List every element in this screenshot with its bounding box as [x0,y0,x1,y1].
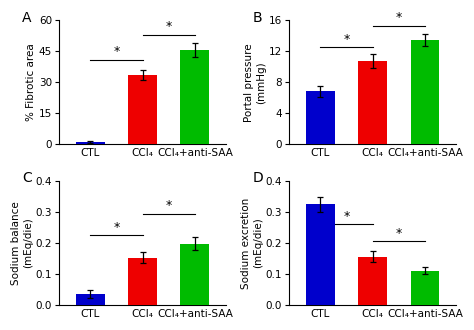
Bar [358,61,387,144]
Text: *: * [343,210,350,223]
Text: A: A [22,11,32,24]
Text: *: * [396,227,402,240]
Bar [181,244,209,305]
Text: *: * [165,20,172,33]
Bar [181,50,209,144]
Bar [410,40,439,144]
Bar [358,257,387,305]
Text: C: C [22,171,32,185]
Text: *: * [165,199,172,212]
Bar [306,91,335,144]
Y-axis label: % Fibrotic area: % Fibrotic area [26,43,36,121]
Bar [76,142,105,144]
Y-axis label: Sodium excretion
(mEq/die): Sodium excretion (mEq/die) [241,197,263,289]
Y-axis label: Portal pressure
(mmHg): Portal pressure (mmHg) [245,43,266,121]
Text: *: * [396,11,402,24]
Bar [128,75,157,144]
Bar [128,258,157,305]
Y-axis label: Sodium balance
(mEq/die): Sodium balance (mEq/die) [11,201,33,285]
Bar [76,294,105,305]
Text: B: B [252,11,262,24]
Text: *: * [343,33,350,46]
Text: *: * [113,45,119,58]
Bar [306,204,335,305]
Text: D: D [252,171,263,185]
Text: *: * [113,221,119,234]
Bar [410,271,439,305]
